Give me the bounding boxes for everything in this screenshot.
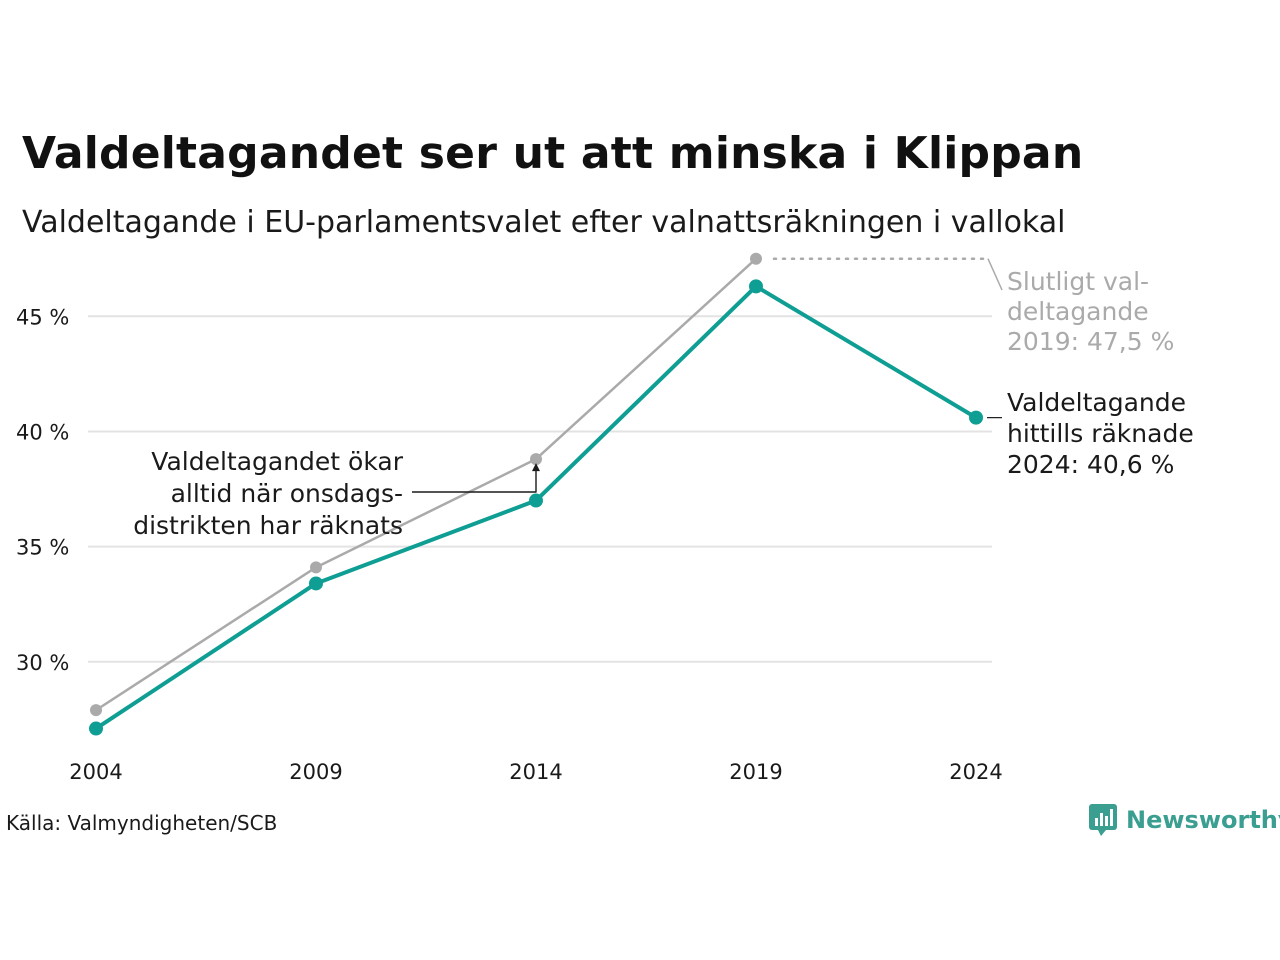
- y-axis-ticks: 30 % 35 % 40 % 45 %: [16, 305, 69, 674]
- note-arrow-head: [532, 463, 540, 472]
- data-point-final: [750, 252, 762, 265]
- counted-label-text: 2024: 40,6 %: [1007, 450, 1174, 479]
- chart-subtitle: Valdeltagande i EU-parlamentsvalet efter…: [22, 205, 1066, 240]
- note-text: alltid när onsdags-: [171, 479, 403, 508]
- x-tick-label: 2014: [509, 760, 562, 784]
- gridlines: [88, 315, 992, 663]
- data-point-counted: [309, 576, 323, 591]
- note-text: distrikten har räknats: [133, 511, 403, 540]
- data-point-final: [310, 561, 322, 574]
- data-point-counted: [749, 279, 763, 294]
- data-point-counted: [89, 721, 103, 736]
- final-label-text: 2019: 47,5 %: [1007, 327, 1174, 356]
- series-line-final: [95, 257, 757, 712]
- x-tick-label: 2019: [729, 760, 782, 784]
- x-tick-label: 2009: [289, 760, 342, 784]
- y-tick-label: 45 %: [16, 305, 69, 329]
- x-axis-ticks: 2004 2009 2014 2019 2024: [69, 760, 1002, 784]
- data-point-counted: [969, 410, 983, 425]
- newsworthy-logo: Newsworthy: [1088, 803, 1280, 837]
- data-point-final: [90, 704, 102, 717]
- counted-label-text: Valdeltagande: [1007, 388, 1186, 417]
- y-tick-label: 30 %: [16, 651, 69, 675]
- data-point-counted: [529, 493, 543, 508]
- source-note: Källa: Valmyndigheten/SCB: [6, 811, 278, 835]
- data-point-final: [530, 453, 542, 466]
- final-label-text: deltagande: [1007, 297, 1149, 326]
- final-label-text: Slutligt val-: [1007, 267, 1149, 296]
- counted-label-text: hittills räknade: [1007, 419, 1194, 448]
- y-tick-label: 40 %: [16, 420, 69, 444]
- final-label-connector: [987, 258, 1003, 291]
- chart-title: Valdeltagandet ser ut att minska i Klipp…: [22, 128, 1084, 179]
- x-tick-label: 2024: [949, 760, 1002, 784]
- x-tick-label: 2004: [69, 760, 122, 784]
- newsworthy-logo-icon: [1089, 804, 1117, 836]
- series-layer: [89, 252, 983, 736]
- note-text: Valdeltagandet ökar: [151, 447, 403, 476]
- logo-text: Newsworthy: [1126, 806, 1280, 834]
- y-tick-label: 35 %: [16, 536, 69, 560]
